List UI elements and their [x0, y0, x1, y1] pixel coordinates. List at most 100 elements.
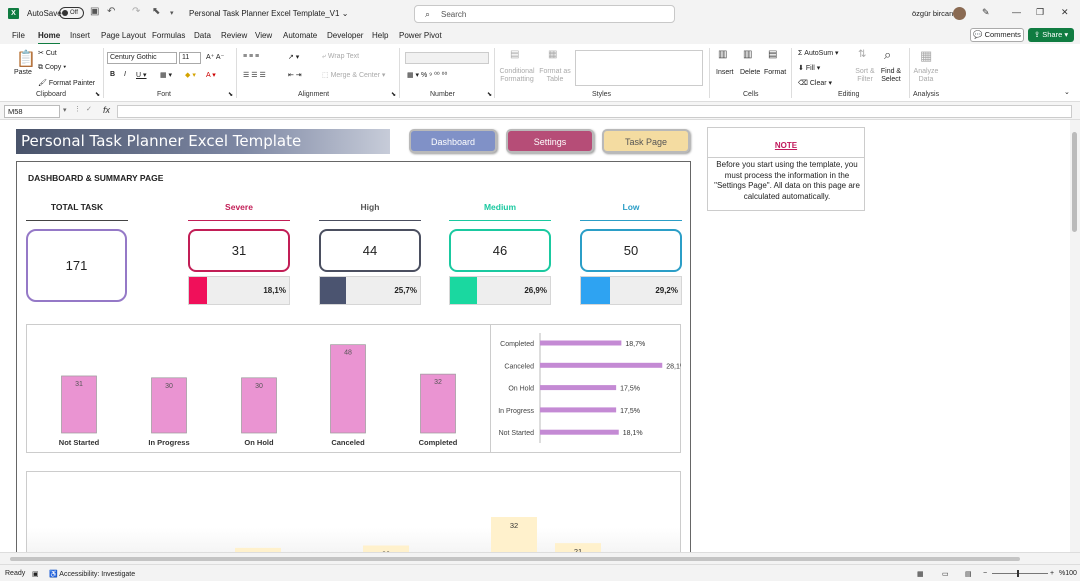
tab-view[interactable]: View	[255, 31, 273, 40]
insert-function-icon[interactable]: fx	[103, 105, 111, 115]
format-cells-icon[interactable]: ▤	[768, 49, 778, 60]
format-as-table-icon[interactable]: ▦	[548, 49, 558, 60]
task-page-nav-button[interactable]: Task Page	[602, 129, 690, 153]
redo-icon[interactable]: ↷	[132, 6, 141, 17]
font-size-select[interactable]: 11	[179, 52, 201, 64]
fill-color-icon[interactable]: ◆ ▾	[185, 72, 196, 79]
sort-filter-icon[interactable]: ⇅	[858, 49, 867, 60]
avatar[interactable]	[953, 7, 966, 20]
zoom-slider[interactable]	[992, 573, 1048, 574]
pen-icon[interactable]: ✎	[982, 7, 990, 17]
zoom-in-icon[interactable]: +	[1050, 570, 1055, 577]
collapse-ribbon-icon[interactable]: ⌄	[1064, 89, 1070, 96]
horizontal-scroll-thumb[interactable]	[10, 557, 1020, 561]
dashboard-nav-button[interactable]: Dashboard	[409, 129, 497, 153]
tab-developer[interactable]: Developer	[327, 31, 364, 40]
fill-button[interactable]: ⬇ Fill ▾	[798, 65, 821, 72]
page-break-view-icon[interactable]: ▤	[965, 571, 972, 578]
copy-button[interactable]: ⧉ Copy ▾	[38, 64, 67, 71]
vertical-scroll-thumb[interactable]	[1072, 132, 1077, 232]
wrap-text-button[interactable]: ⤶ Wrap Text	[322, 53, 360, 60]
find-select-icon[interactable]: ⌕	[884, 47, 892, 62]
paste-icon[interactable]: 📋	[16, 51, 36, 68]
name-box[interactable]: M58	[4, 105, 60, 118]
orientation-icon[interactable]: ↗ ▾	[288, 54, 300, 61]
grow-font-icon[interactable]: A⁺ A⁻	[206, 54, 225, 61]
underline-icon[interactable]: U ▾	[136, 72, 147, 79]
check-icon[interactable]: ✓	[86, 106, 92, 113]
analyze-data-icon[interactable]: ▦	[920, 48, 933, 63]
number-launcher-icon[interactable]: ⬊	[487, 92, 493, 98]
format-painter-button[interactable]: 🖌 Format Painter	[38, 80, 96, 87]
paste-button[interactable]: Paste	[14, 69, 32, 76]
cancel-icon[interactable]: ⋮	[74, 106, 81, 113]
delete-cells-button[interactable]: Delete	[740, 69, 761, 76]
customize-toolbar-icon[interactable]: ▾	[170, 10, 174, 17]
zoom-out-icon[interactable]: −	[983, 570, 988, 577]
worksheet[interactable]: Personal Task Planner Excel Template Das…	[0, 120, 1070, 552]
tab-help[interactable]: Help	[372, 31, 389, 40]
clipboard-launcher-icon[interactable]: ⬊	[95, 92, 101, 98]
formula-input[interactable]	[117, 105, 1072, 118]
zoom-level[interactable]: %100	[1059, 570, 1077, 577]
macro-record-icon[interactable]: ▣	[32, 571, 39, 578]
pointer-icon[interactable]: ⬉	[152, 6, 161, 17]
delete-cells-icon[interactable]: ▥	[743, 49, 753, 60]
tab-page-layout[interactable]: Page Layout	[101, 31, 146, 40]
number-format-select[interactable]	[405, 52, 489, 64]
accessibility-status[interactable]: ♿ Accessibility: Investigate	[49, 571, 136, 578]
restore-icon[interactable]: ❐	[1036, 7, 1045, 17]
borders-icon[interactable]: ▦ ▾	[160, 72, 173, 79]
analyze-data-button[interactable]: Analyze Data	[913, 68, 939, 83]
number-format-icons[interactable]: ▦ ▾ % ⁹ ⁰⁰ ⁰⁰	[407, 72, 448, 79]
insert-cells-button[interactable]: Insert	[716, 69, 734, 76]
horizontal-scrollbar[interactable]	[0, 552, 1080, 564]
font-launcher-icon[interactable]: ⬊	[228, 92, 234, 98]
name-box-dropdown-icon[interactable]: ▾	[63, 107, 67, 114]
clear-button[interactable]: ⌫ Clear ▾	[798, 80, 833, 87]
undo-icon[interactable]: ↶	[107, 6, 116, 17]
font-name-select[interactable]: Century Gothic	[107, 52, 177, 64]
find-select-button[interactable]: Find & Select	[880, 68, 902, 83]
bar-value-label: 28,1%	[666, 363, 681, 370]
normal-view-icon[interactable]: ▦	[917, 571, 924, 578]
font-color-icon[interactable]: A ▾	[206, 72, 216, 79]
zoom-slider-thumb[interactable]	[1017, 570, 1019, 577]
sort-filter-button[interactable]: Sort & Filter	[855, 68, 875, 83]
document-title[interactable]: Personal Task Planner Excel Template_V1 …	[189, 9, 349, 18]
save-icon[interactable]: ▣	[90, 6, 100, 17]
italic-icon[interactable]: I	[124, 71, 126, 78]
align-top-icon[interactable]: ≡ ≡ ≡	[243, 53, 260, 60]
search-box[interactable]: ⌕ Search	[414, 5, 675, 23]
cell-styles-gallery[interactable]	[575, 50, 703, 86]
close-icon[interactable]: ✕	[1061, 7, 1069, 17]
autosave-toggle[interactable]: Off	[59, 7, 84, 19]
autosum-button[interactable]: Σ AutoSum ▾	[798, 50, 839, 57]
align-left-icon[interactable]: ☰ ☰ ☰	[243, 72, 266, 79]
tab-automate[interactable]: Automate	[283, 31, 318, 40]
format-cells-button[interactable]: Format	[764, 69, 787, 76]
tab-formulas[interactable]: Formulas	[152, 31, 186, 40]
tab-data[interactable]: Data	[194, 31, 211, 40]
tab-insert[interactable]: Insert	[70, 31, 91, 40]
minimize-icon[interactable]: —	[1012, 7, 1021, 17]
tab-home[interactable]: Home	[38, 31, 61, 45]
comments-button[interactable]: 💬 Comments	[970, 28, 1024, 42]
tab-power-pivot[interactable]: Power Pivot	[399, 31, 442, 40]
page-layout-view-icon[interactable]: ▭	[942, 571, 949, 578]
settings-nav-button[interactable]: Settings	[506, 129, 594, 153]
vertical-scrollbar[interactable]	[1070, 120, 1080, 552]
user-name[interactable]: özgür bircan	[912, 9, 954, 18]
tab-file[interactable]: File	[12, 31, 25, 40]
conditional-formatting-icon[interactable]: ▤	[510, 49, 520, 60]
cut-button[interactable]: ✂ Cut	[38, 50, 57, 57]
indent-icon[interactable]: ⇤ ⇥	[288, 72, 302, 79]
share-button[interactable]: ⇪ Share ▾	[1028, 28, 1074, 42]
merge-center-button[interactable]: ⬚ Merge & Center ▾	[322, 72, 386, 79]
insert-cells-icon[interactable]: ▥	[718, 49, 728, 60]
conditional-formatting-button[interactable]: Conditional Formatting	[499, 68, 535, 83]
tab-review[interactable]: Review	[221, 31, 248, 40]
format-as-table-button[interactable]: Format as Table	[539, 68, 571, 83]
alignment-launcher-icon[interactable]: ⬊	[391, 92, 397, 98]
bold-icon[interactable]: B	[110, 71, 116, 78]
